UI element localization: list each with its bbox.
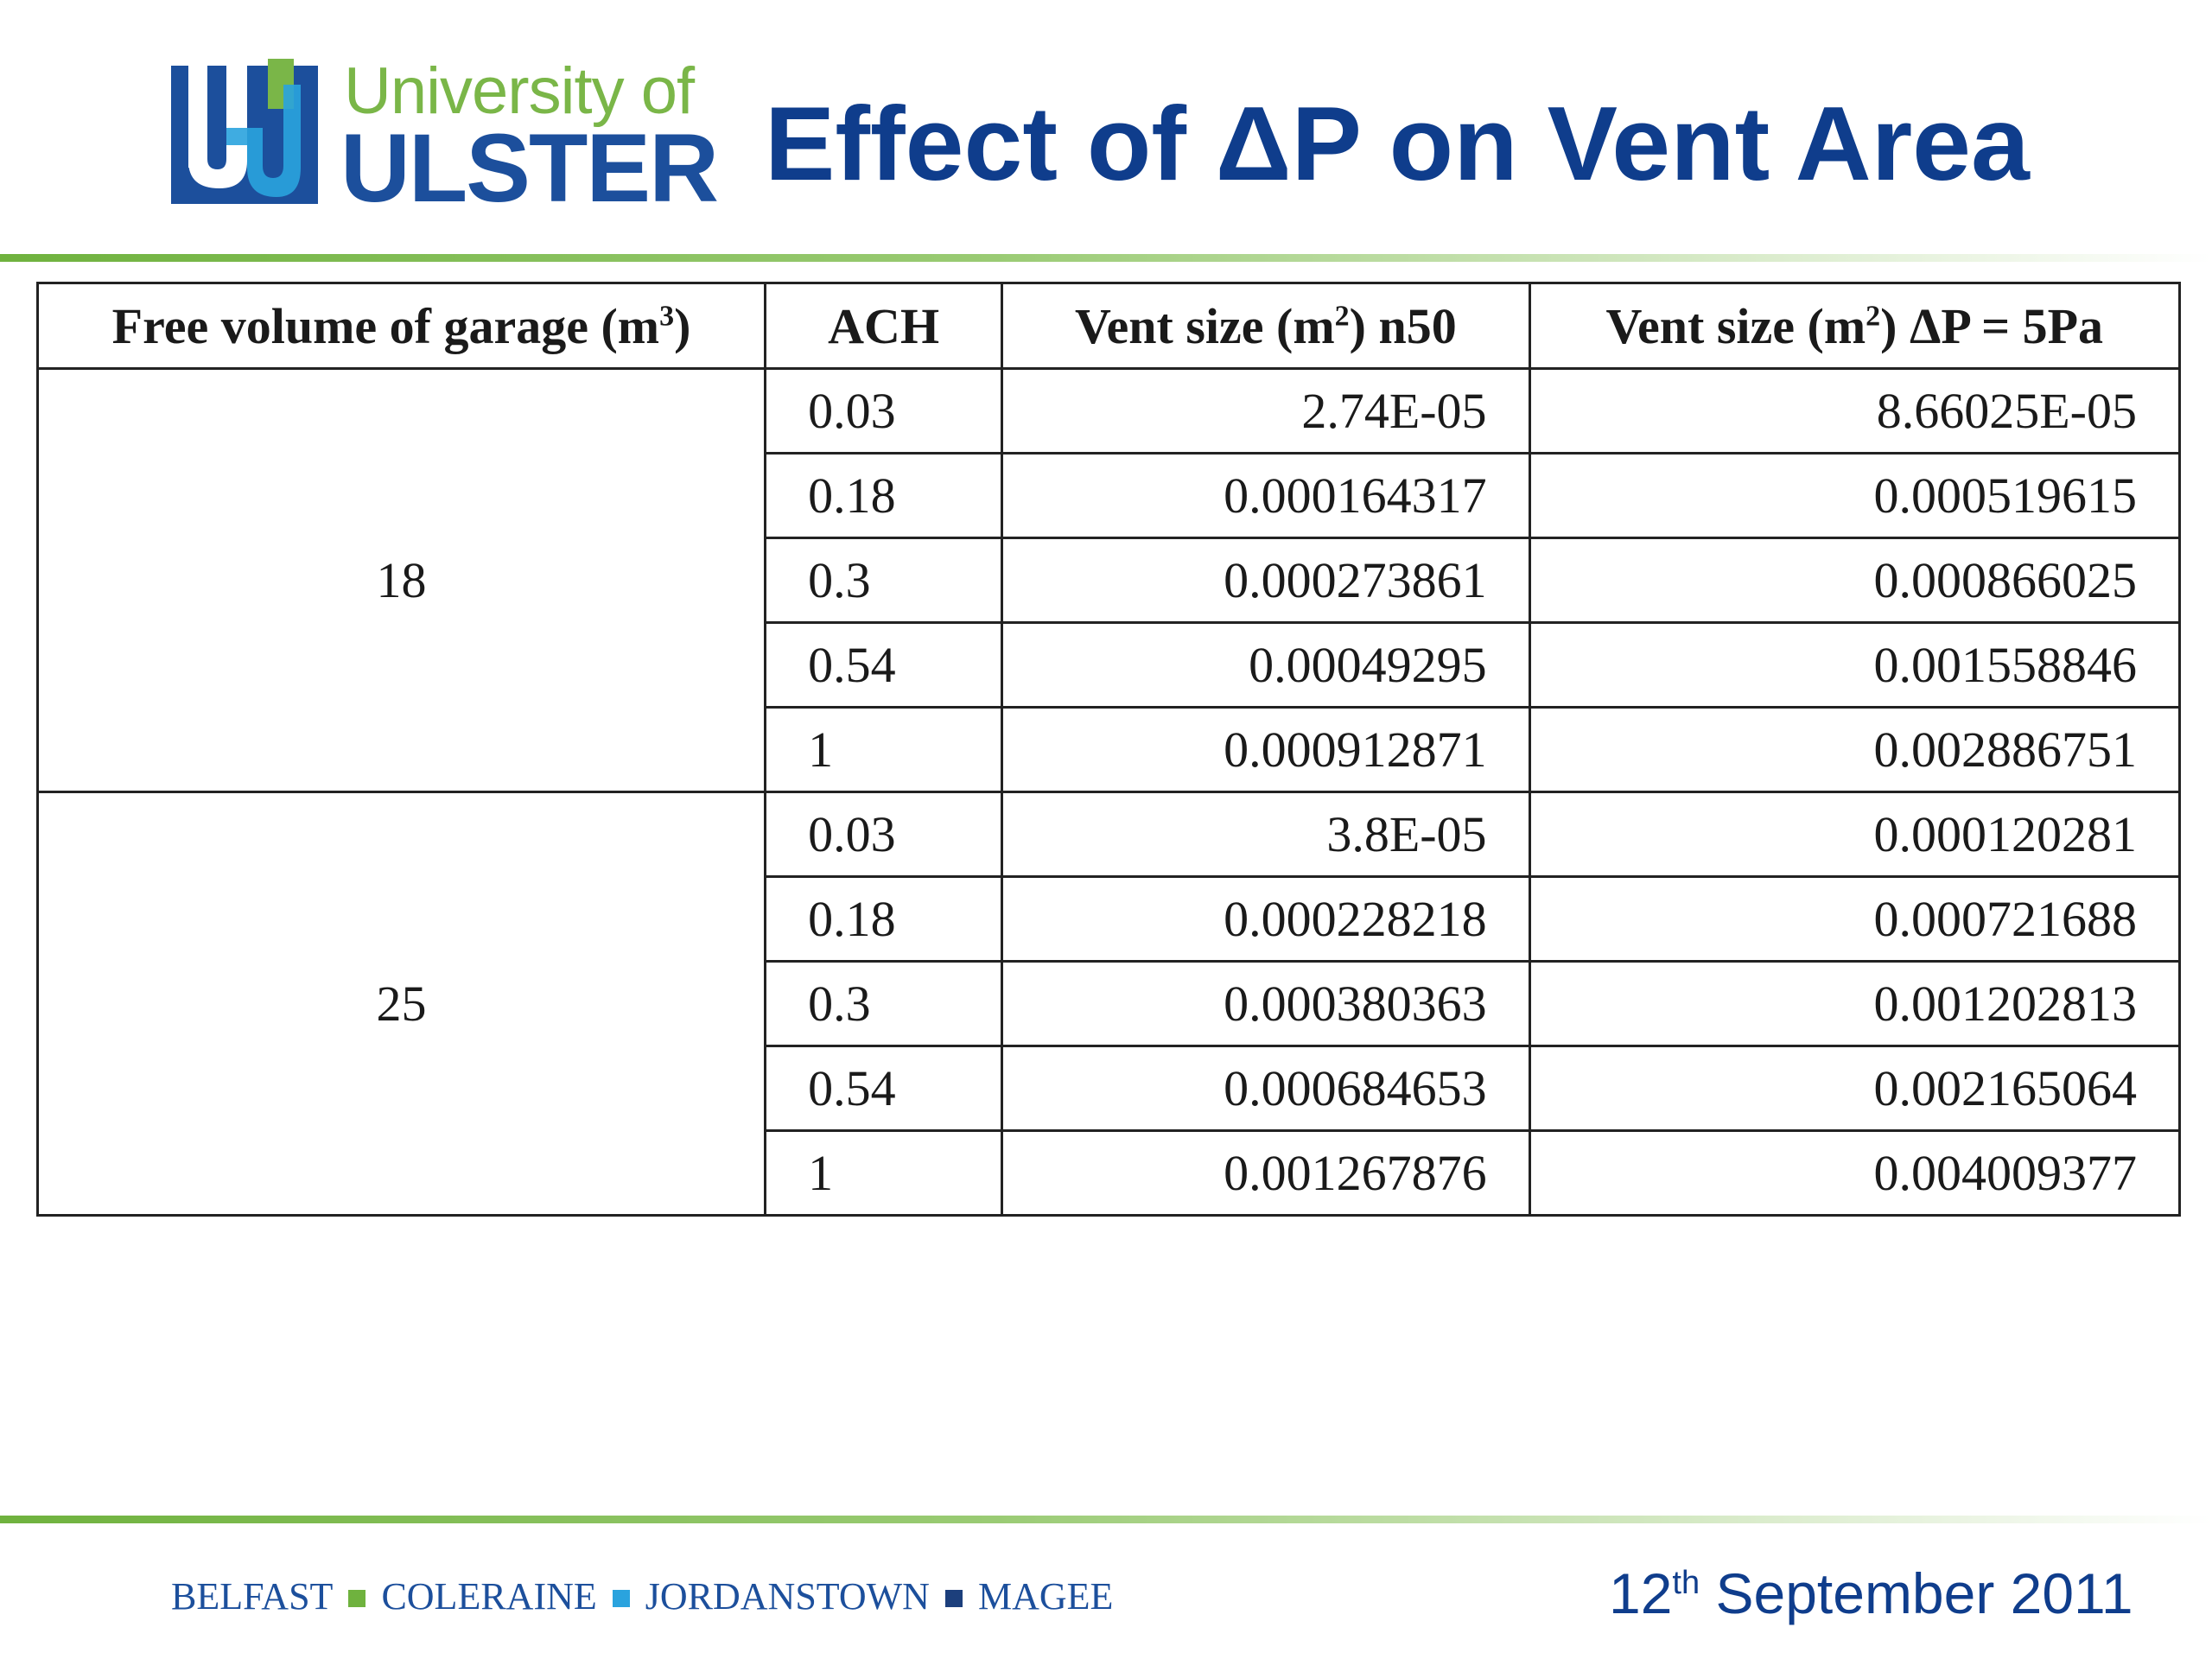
vent-dp5-cell: 0.000120281 (1528, 791, 2182, 878)
table-header-row: Free volume of garage (m3) ACH Vent size… (35, 282, 2182, 370)
free-volume-cell: 18 (35, 367, 767, 793)
vent-n50-cell: 0.001267876 (1001, 1129, 1531, 1217)
blue-square-icon (612, 1589, 630, 1607)
logo-text-ulster: ULSTER (340, 114, 719, 222)
vent-dp5-cell: 0.004009377 (1528, 1129, 2182, 1217)
ach-cell: 0.18 (764, 452, 1004, 539)
header-vent-size-n50: Vent size (m2) n50 (1001, 282, 1531, 370)
table-row: 0.54 0.000684653 0.002165064 (38, 1045, 2182, 1132)
navy-square-icon (944, 1589, 963, 1607)
vent-n50-cell: 0.000380363 (1001, 960, 1531, 1047)
ach-cell: 0.54 (764, 621, 1004, 709)
ach-cell: 1 (764, 1129, 1004, 1217)
table-row: 18 0.03 2.74E-05 8.66025E-05 (35, 367, 2182, 793)
table-row: 25 0.03 3.8E-05 0.000120281 (35, 791, 2182, 1217)
ach-cell: 0.03 (764, 367, 1004, 454)
ach-cell: 0.03 (764, 791, 1004, 878)
ach-cell: 0.54 (764, 1045, 1004, 1132)
vent-dp5-cell: 0.001202813 (1528, 960, 2182, 1047)
vent-n50-cell: 0.000164317 (1001, 452, 1531, 539)
ulster-logo-icon (171, 59, 318, 204)
footer-divider (0, 1516, 2212, 1523)
slide-title: Effect of ΔP on Vent Area (765, 85, 2030, 202)
campus-coleraine: COLERAINE (381, 1575, 597, 1618)
presentation-date: 12th September 2011 (1609, 1561, 2133, 1625)
vent-n50-cell: 0.000684653 (1001, 1045, 1531, 1132)
header-vent-size-dp5: Vent size (m2) ΔP = 5Pa (1528, 282, 2182, 370)
ach-cell: 0.3 (764, 960, 1004, 1047)
vent-dp5-cell: 0.000721688 (1528, 875, 2182, 963)
vent-dp5-cell: 0.002165064 (1528, 1045, 2182, 1132)
green-square-icon (348, 1589, 366, 1607)
header-free-volume: Free volume of garage (m3) (35, 282, 767, 370)
table-row: 0.3 0.000273861 0.000866025 (38, 537, 2182, 624)
ach-cell: 1 (764, 706, 1004, 793)
table-row: 0.3 0.000380363 0.001202813 (38, 960, 2182, 1047)
vent-area-table: Free volume of garage (m3) ACH Vent size… (35, 282, 2182, 1217)
table-row: 0.54 0.00049295 0.001558846 (38, 621, 2182, 709)
table-row: 1 0.000912871 0.002886751 (38, 706, 2182, 793)
vent-n50-cell: 0.00049295 (1001, 621, 1531, 709)
header-divider (0, 254, 2212, 262)
table-row: 0.18 0.000164317 0.000519615 (38, 452, 2182, 539)
vent-n50-cell: 0.000228218 (1001, 875, 1531, 963)
vent-dp5-cell: 0.000519615 (1528, 452, 2182, 539)
header-ach: ACH (764, 282, 1004, 370)
campus-magee: MAGEE (977, 1575, 1114, 1618)
vent-dp5-cell: 8.66025E-05 (1528, 367, 2182, 454)
vent-n50-cell: 2.74E-05 (1001, 367, 1531, 454)
campus-jordanstown: JORDANSTOWN (645, 1575, 930, 1618)
free-volume-cell: 25 (35, 791, 767, 1217)
campus-belfast: BELFAST (171, 1575, 334, 1618)
campus-list: BELFAST COLERAINE JORDANSTOWN MAGEE (171, 1574, 1113, 1618)
vent-dp5-cell: 0.001558846 (1528, 621, 2182, 709)
vent-n50-cell: 3.8E-05 (1001, 791, 1531, 878)
table-row: 1 0.001267876 0.004009377 (38, 1129, 2182, 1217)
university-logo: University of ULSTER (171, 54, 719, 222)
vent-n50-cell: 0.000912871 (1001, 706, 1531, 793)
ach-cell: 0.3 (764, 537, 1004, 624)
table-row: 0.18 0.000228218 0.000721688 (38, 875, 2182, 963)
vent-n50-cell: 0.000273861 (1001, 537, 1531, 624)
vent-dp5-cell: 0.002886751 (1528, 706, 2182, 793)
vent-dp5-cell: 0.000866025 (1528, 537, 2182, 624)
logo-text-university-of: University of (344, 54, 695, 128)
ach-cell: 0.18 (764, 875, 1004, 963)
